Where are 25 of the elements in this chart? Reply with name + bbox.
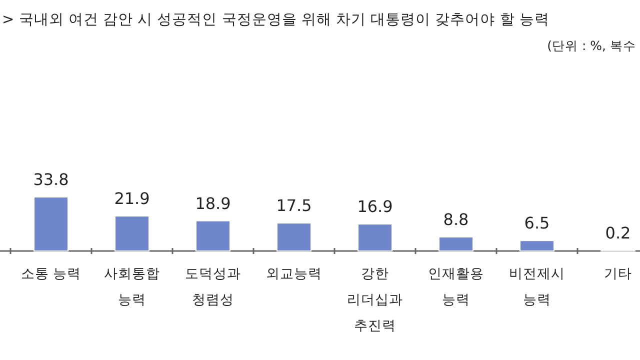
- bar: [358, 224, 392, 252]
- data-label: 17.5: [276, 196, 312, 216]
- bar: [520, 240, 554, 252]
- x-tick-label: 강한 리더십과 추진력: [347, 266, 403, 334]
- chart-subtitle: (단위 : %, 복수: [547, 38, 636, 53]
- data-label: 0.2: [605, 224, 631, 243]
- bar: [114, 216, 150, 252]
- bar: [276, 222, 312, 252]
- bar: [438, 236, 474, 252]
- data-label: 6.5: [524, 214, 550, 233]
- data-label: 18.9: [195, 194, 231, 213]
- bar: [34, 196, 68, 252]
- x-tick-label: 기타: [604, 266, 632, 282]
- x-tick-label: 외교능력: [266, 266, 322, 282]
- x-tick-label: 인재활용 능력: [428, 266, 484, 308]
- x-tick-label: 도덕성과 청렴성: [185, 266, 241, 308]
- data-label: 33.8: [33, 170, 69, 189]
- data-label: 21.9: [114, 189, 150, 208]
- chart-title: > 국내외 여건 감안 시 성공적인 국정운영을 위해 차기 대통령이 갖추어야 할 능력: [2, 12, 550, 28]
- x-tick-label: 비전제시 능력: [509, 266, 565, 308]
- x-tick-label: 사회통합 능력: [104, 266, 160, 308]
- data-label: 8.8: [443, 210, 469, 229]
- bar: [196, 220, 230, 252]
- x-tick-label: 소통 능력: [20, 266, 82, 282]
- data-label: 16.9: [357, 197, 393, 216]
